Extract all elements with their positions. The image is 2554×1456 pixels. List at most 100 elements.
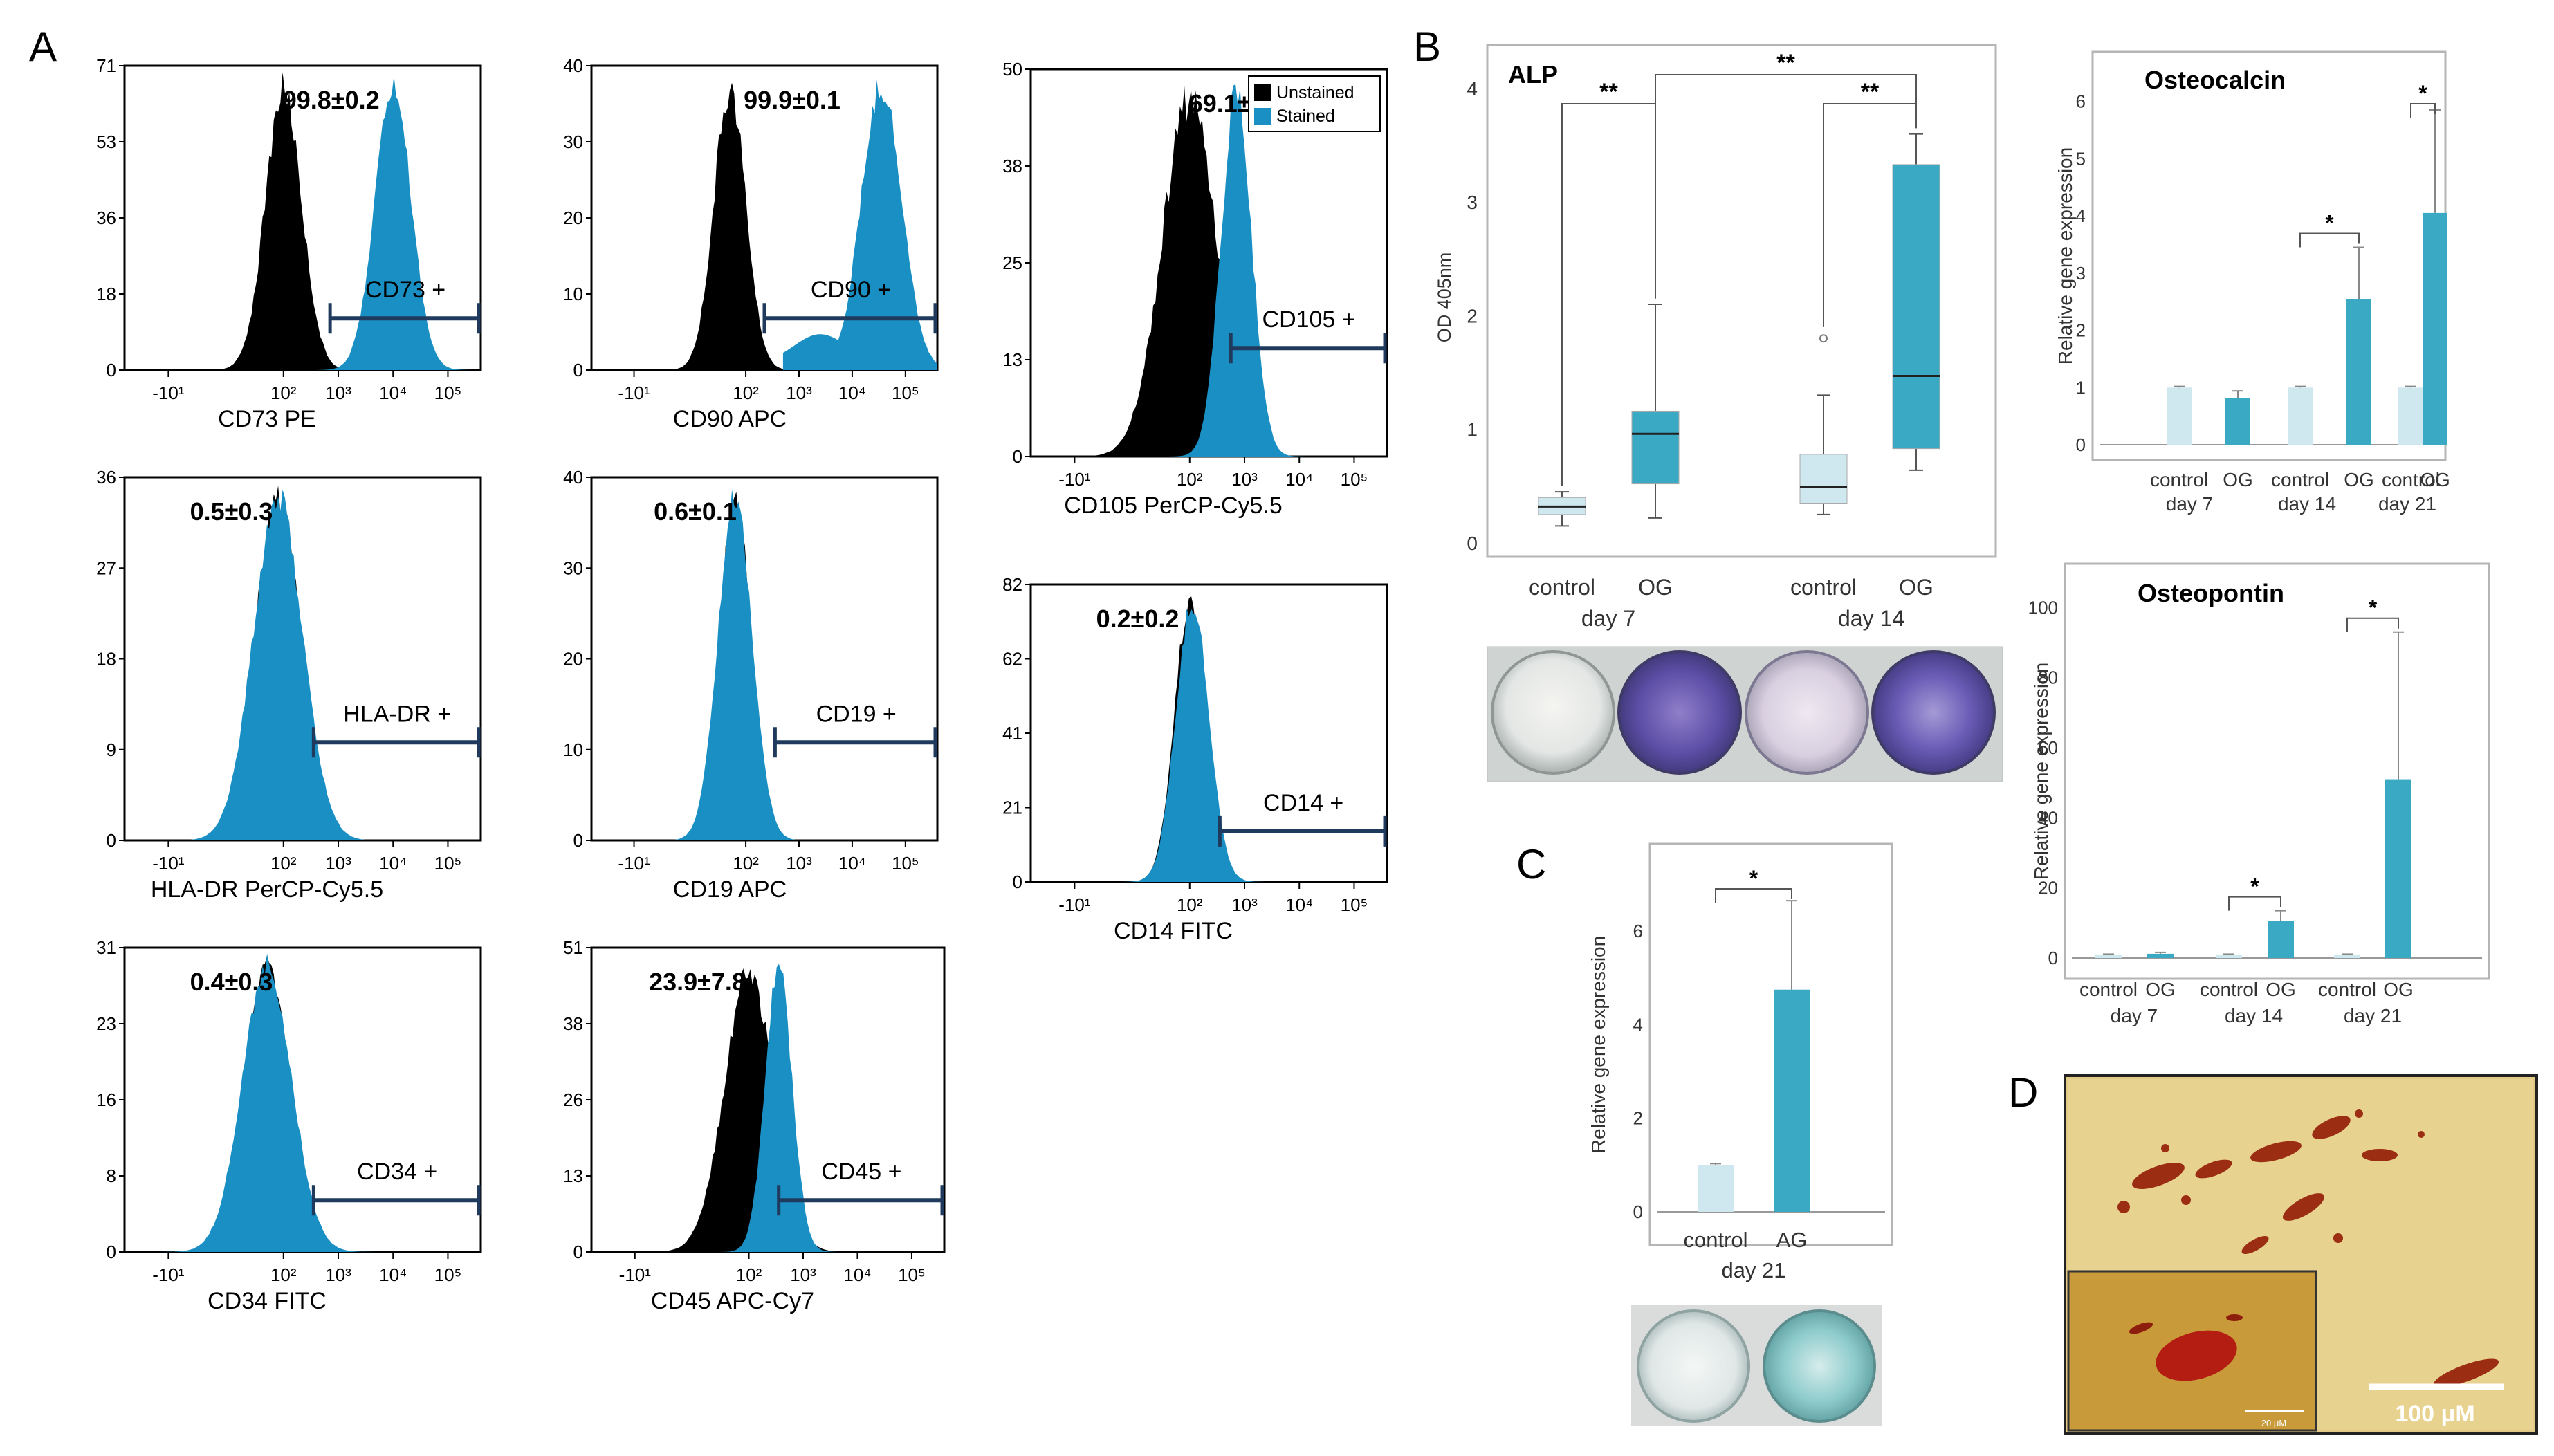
x-tick-label: 10³ [786,853,812,874]
y-tick-label: 51 [563,937,583,958]
histogram-stained-shoulder [782,334,911,370]
y-tick-label: 2 [1633,1108,1643,1129]
x-tick-label: -10¹ [1058,894,1091,915]
histogram-stained [591,490,937,840]
alizarin-red-micrograph: 20 μM 100 μM [2064,1074,2538,1435]
x-axis-label: CD34 FITC [208,1288,327,1314]
x-group-label: day 21 [1721,1258,1785,1282]
gate-label: CD19 + [816,701,897,727]
y-tick-label: 38 [563,1013,583,1034]
x-tick-label: -10¹ [152,853,185,874]
bar [2167,387,2192,445]
x-tick-label: -10¹ [152,1264,185,1285]
x-category-label: control [2382,469,2440,490]
significance-label: ** [1861,79,1880,105]
y-tick-label: 6 [1633,921,1643,941]
x-category-label: control [2150,469,2208,490]
y-tick-label: 30 [563,131,583,152]
y-tick-label: 0 [107,360,116,380]
y-tick-label: 16 [96,1089,116,1110]
y-axis-label: Relative gene expression [2030,663,2052,880]
histogram-stained [125,490,481,840]
y-tick-label: 20 [563,649,583,670]
x-tick-label: 10² [270,383,297,403]
x-category-label: OG [1638,575,1673,600]
y-tick-label: 1 [2076,377,2086,398]
significance-label: * [2369,596,2378,620]
x-tick-label: 10⁴ [838,383,866,403]
x-category-label: OG [2420,469,2450,490]
x-tick-label: 10³ [325,853,351,874]
significance-label: ** [1599,79,1618,105]
histogram-unstained [1031,86,1387,457]
gate-label: CD34 + [357,1159,437,1185]
x-tick-label: 10² [270,1264,297,1285]
x-tick-label: -10¹ [152,383,185,403]
x-group-label: day 7 [2166,493,2214,515]
y-tick-label: 40 [563,55,583,76]
x-group-label: day 21 [2378,493,2436,515]
histogram-stained [125,953,481,1252]
y-tick-label: 3 [1467,192,1478,213]
gate-label: CD14 + [1263,790,1343,816]
y-tick-label: 82 [1002,574,1022,595]
panel-letter-b: B [1413,24,1441,70]
plot-frame [2064,562,2490,980]
y-tick-label: 0 [107,1242,116,1262]
y-tick-label: 4 [2076,205,2086,226]
bar [2346,299,2371,445]
gate-label: HLA-DR + [343,701,451,727]
histogram-stained [591,964,944,1252]
legend-swatch-unstained [1254,84,1271,101]
histogram-stained [591,80,937,370]
x-category-label: OG [1899,575,1933,600]
x-tick-label: 10⁴ [1285,894,1313,915]
gate-label: CD45 + [821,1159,901,1185]
x-tick-label: 10⁵ [434,853,462,874]
x-tick-label: -10¹ [618,383,650,403]
x-tick-label: 10³ [786,383,812,403]
bar [2268,921,2294,958]
x-axis-label: CD45 APC-Cy7 [651,1288,814,1314]
x-category-label: control [2271,469,2329,490]
y-tick-label: 40 [563,467,583,488]
flow-panel: 0 10 20 30 40 -10¹ 10² 10³ 10⁴ 10⁵ CD19 APC CD19 + 0… [563,467,939,903]
significance-bracket [1655,74,1917,104]
y-tick-label: 0 [1633,1201,1643,1222]
y-tick-label: 60 [2038,737,2058,758]
y-tick-label: 0 [2076,434,2086,455]
significance-label: ** [1776,50,1795,76]
x-tick-label: 10⁴ [1285,469,1313,490]
significance-bracket [2410,103,2436,118]
y-axis-label: OD 405nm [1434,252,1455,343]
y-tick-label: 2 [1467,305,1478,326]
x-tick-label: 10² [736,1264,762,1285]
y-tick-label: 40 [2038,807,2058,828]
significance-bracket [1823,103,1917,327]
percent-positive-label: 99.8±0.2 [283,86,380,114]
significance-label: * [2325,211,2334,236]
legend-label-unstained: Unstained [1276,83,1354,102]
y-tick-label: 0 [1013,872,1022,892]
x-tick-label: -10¹ [619,1264,652,1285]
x-axis-label: CD90 APC [673,406,787,432]
x-category-label: control [2200,979,2258,1000]
bar [1774,989,1810,1212]
y-tick-label: 4 [1467,78,1478,100]
x-category-label: control [2318,979,2376,1000]
x-category-label: OG [2344,469,2374,490]
x-category-label: OG [2383,979,2414,1000]
y-tick-label: 18 [96,284,116,304]
flow-panel: 0 18 36 53 71 -10¹ 10² 10³ 10⁴ 10⁵ CD73 PE CD73 + 99… [96,55,482,432]
y-tick-label: 53 [96,131,116,152]
x-tick-label: 10³ [325,1264,351,1285]
x-category-label: control [2079,979,2138,1000]
x-tick-label: 10⁴ [838,853,866,874]
x-group-label: day 7 [1581,606,1635,631]
y-tick-label: 13 [1002,349,1022,370]
bar [2147,953,2174,958]
y-tick-label: 21 [1002,798,1022,818]
y-tick-label: 0 [107,830,116,851]
y-tick-label: 2 [2076,320,2086,341]
y-tick-label: 5 [2076,148,2086,169]
